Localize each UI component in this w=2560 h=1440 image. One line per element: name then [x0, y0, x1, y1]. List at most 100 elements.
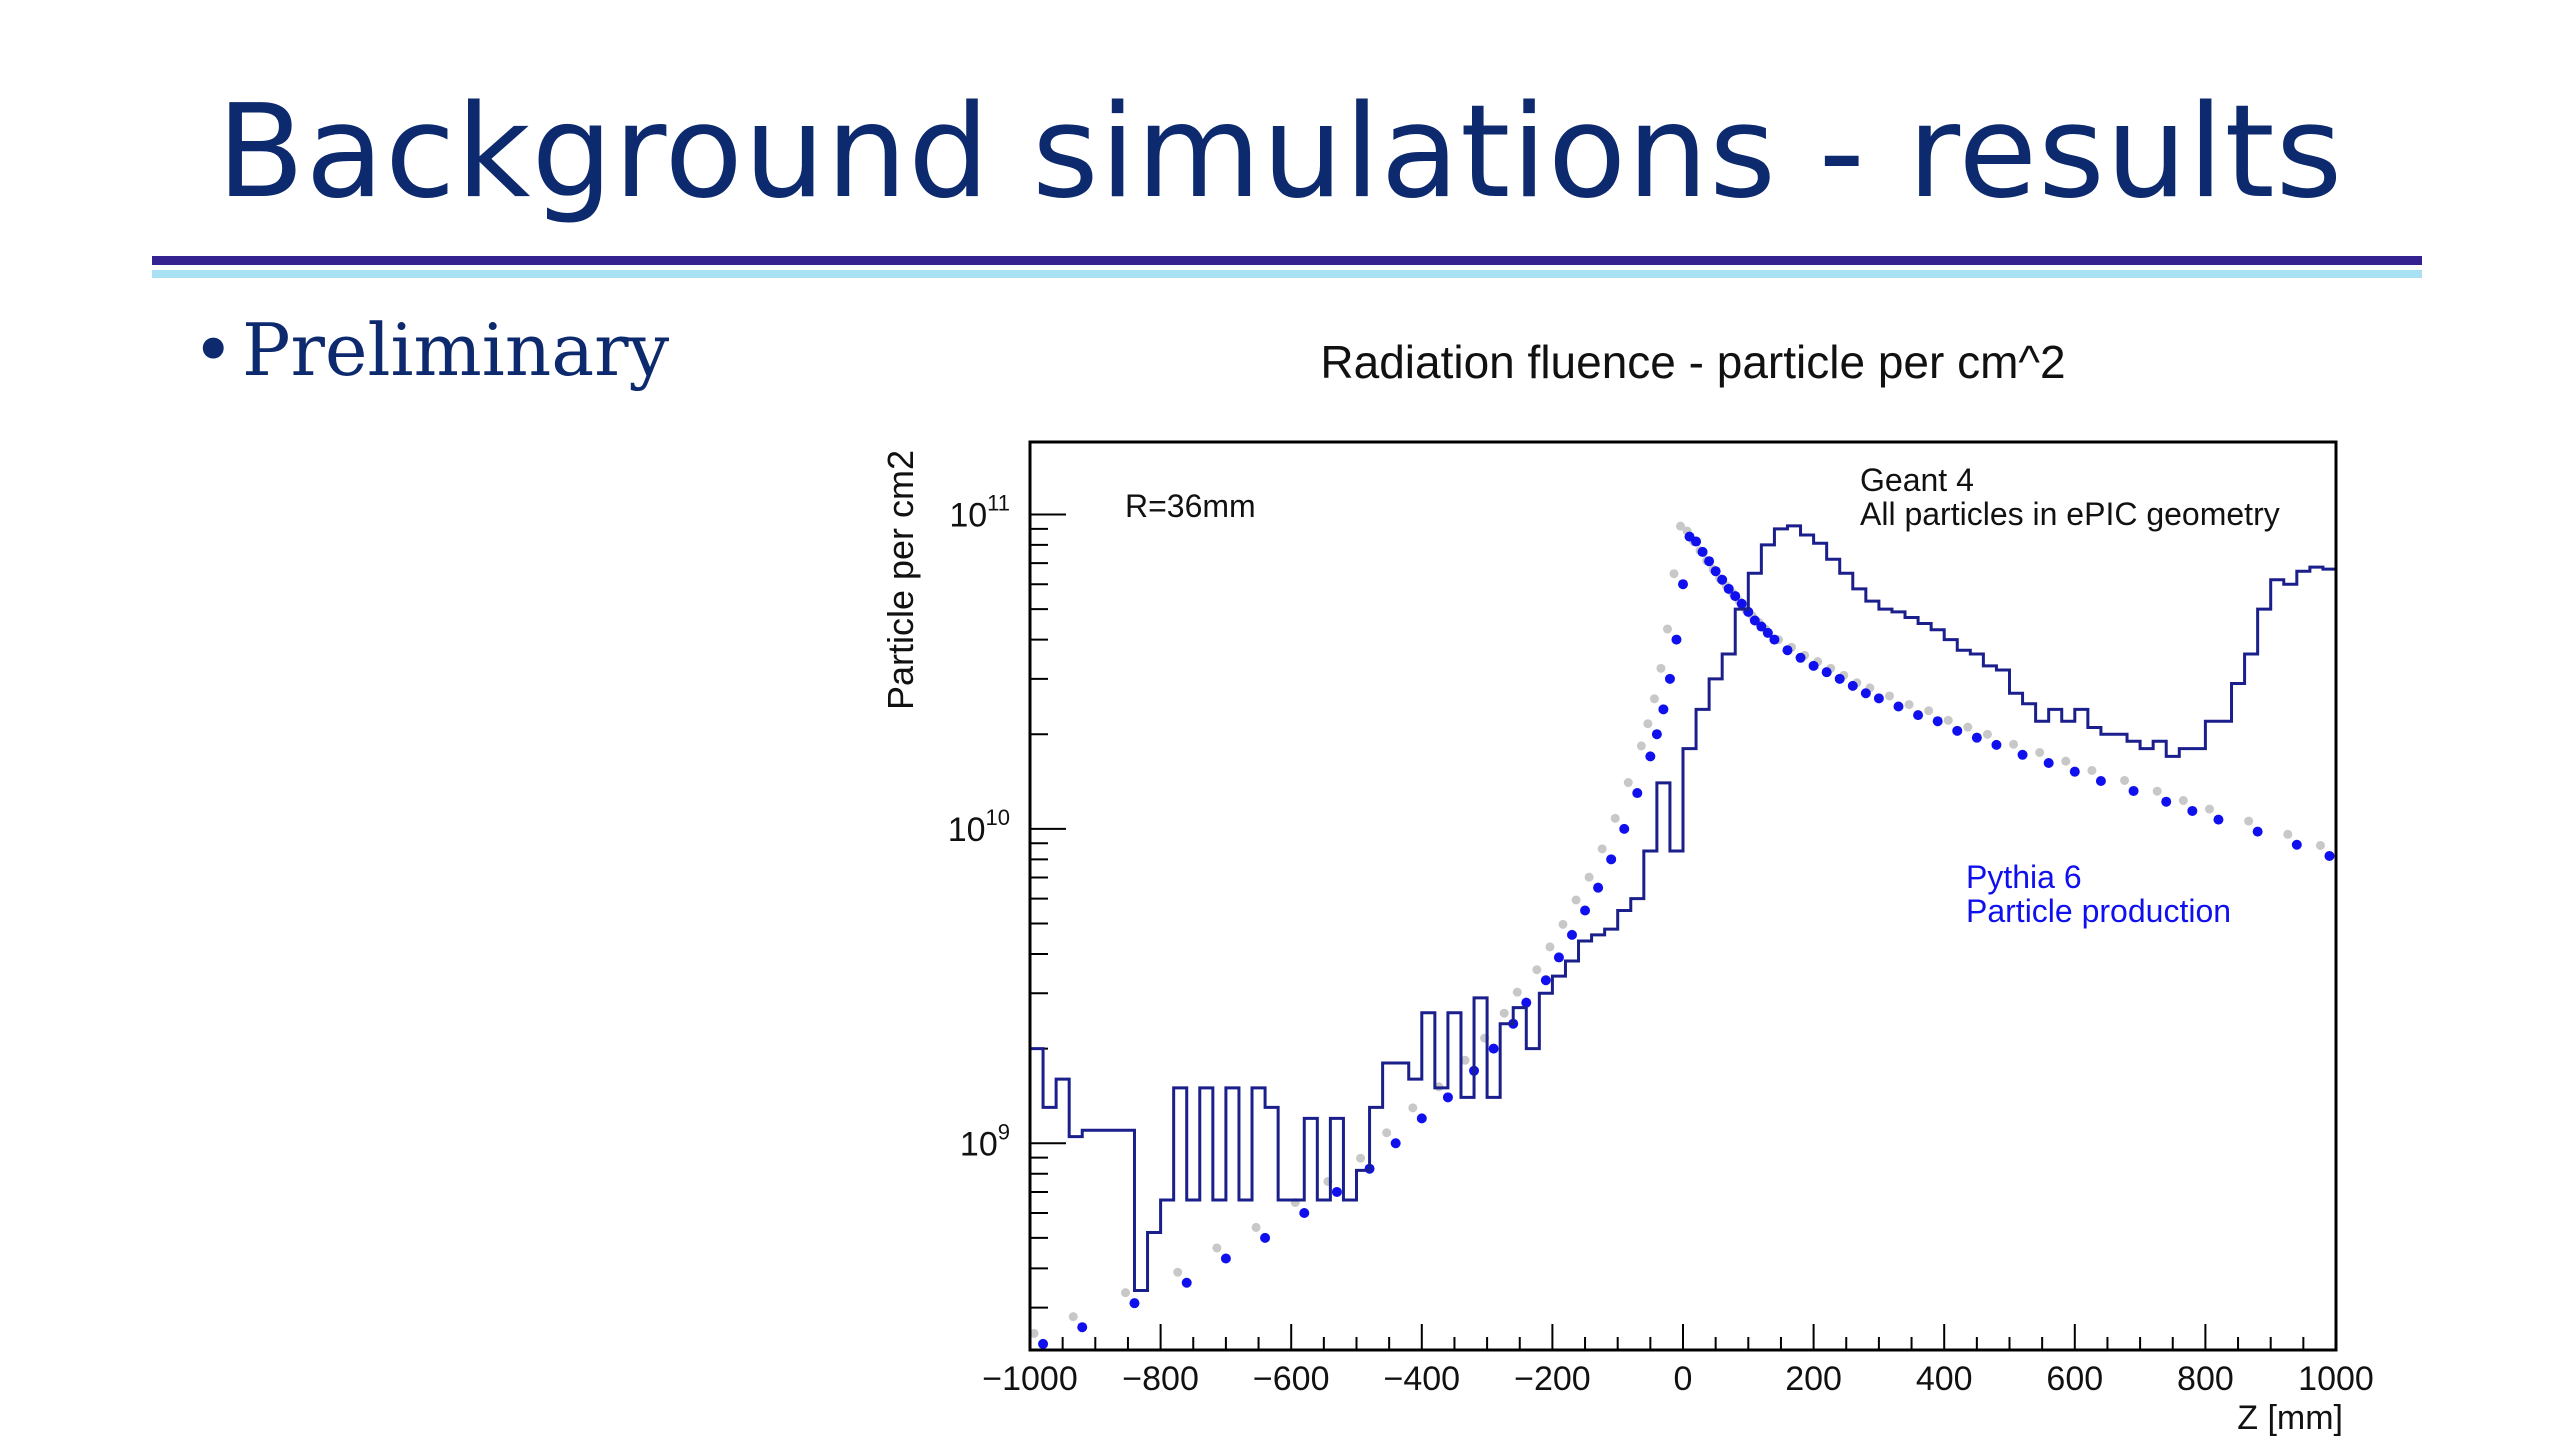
gray-point — [1649, 694, 1659, 704]
pythia-point — [1619, 823, 1630, 834]
gray-point — [1656, 663, 1666, 673]
geant-annotation-line1: Geant 4 — [1860, 462, 1974, 498]
pythia-point — [1593, 882, 1604, 893]
geant-histogram — [1030, 524, 2336, 1293]
gray-point — [1512, 987, 1522, 997]
pythia-point — [1651, 729, 1662, 740]
pythia-point — [1710, 566, 1721, 577]
gray-point — [1029, 1328, 1039, 1338]
pythia-point — [2128, 785, 2139, 796]
bullet-text: Preliminary — [242, 308, 670, 392]
pythia-point — [1580, 905, 1591, 916]
pythia-point — [1220, 1253, 1231, 1264]
pythia-point — [1782, 645, 1793, 656]
pythia-point — [1834, 673, 1845, 684]
gray-point — [1676, 521, 1686, 531]
gray-point — [1597, 844, 1607, 854]
x-tick-label: 600 — [2046, 1360, 2103, 1398]
pythia-point — [2252, 826, 2263, 837]
pythia-point — [1847, 680, 1858, 691]
gray-point — [1963, 722, 1973, 732]
pythia-point — [2187, 805, 2198, 816]
x-tick-label: 800 — [2177, 1360, 2234, 1398]
x-axis-label: Z [mm] — [2237, 1399, 2343, 1437]
gray-point — [2244, 816, 2254, 826]
title-divider-dark — [152, 256, 2422, 265]
pythia-point — [1952, 725, 1963, 736]
gray-point — [1623, 778, 1633, 788]
gray-point — [1558, 919, 1568, 929]
gray-point — [2061, 756, 2071, 766]
gray-point — [1212, 1243, 1222, 1253]
pythia-point — [2069, 766, 2080, 777]
pythia-point — [1730, 591, 1741, 602]
pythia-point — [1671, 634, 1682, 645]
pythia-point — [1540, 975, 1551, 986]
gray-point — [2009, 739, 2019, 749]
pythia-point — [1416, 1113, 1427, 1124]
gray-point — [1982, 729, 1992, 739]
bullet-marker: • — [192, 308, 235, 392]
pythia-point — [1038, 1338, 1049, 1349]
pythia-point — [1762, 627, 1773, 638]
pythia-point — [2324, 850, 2335, 861]
gray-point — [2152, 786, 2162, 796]
pythia-point — [1691, 536, 1702, 547]
x-tick-label: 200 — [1785, 1360, 1842, 1398]
pythia-annotation-line1: Pythia 6 — [1966, 859, 2082, 895]
gray-point — [1884, 691, 1894, 701]
gray-point — [1643, 719, 1653, 729]
gray-point — [2120, 775, 2130, 785]
x-tick-label: −800 — [1122, 1360, 1199, 1398]
x-tick-label: 400 — [1916, 1360, 1973, 1398]
x-tick-label: −1000 — [982, 1360, 1078, 1398]
x-tick-label: −600 — [1253, 1360, 1330, 1398]
pythia-point — [1664, 673, 1675, 684]
pythia-point — [2213, 814, 2224, 825]
pythia-point — [1553, 952, 1564, 963]
pythia-point — [1821, 667, 1832, 678]
gray-point — [1584, 872, 1594, 882]
plot-frame — [1028, 440, 2338, 1352]
pythia-point — [1129, 1298, 1140, 1309]
gray-point — [1571, 895, 1581, 905]
radius-annotation: R=36mm — [1125, 488, 1256, 524]
x-tick-label: −200 — [1514, 1360, 1591, 1398]
pythia-point — [1521, 997, 1532, 1008]
gray-point — [1636, 741, 1646, 751]
pythia-point — [1488, 1043, 1499, 1054]
y-tick-label: 1011 — [949, 490, 1010, 534]
x-tick-label: 1000 — [2298, 1360, 2374, 1398]
y-tick-label: 1010 — [948, 805, 1010, 849]
pythia-point — [1704, 556, 1715, 567]
pythia-point — [1390, 1138, 1401, 1149]
x-tick-label: −400 — [1384, 1360, 1461, 1398]
pythia-point — [2161, 796, 2172, 807]
pythia-point — [1808, 660, 1819, 671]
pythia-point — [1749, 615, 1760, 626]
pythia-point — [1606, 854, 1617, 865]
pythia-point — [1971, 732, 1982, 743]
gray-point — [1120, 1288, 1130, 1298]
bullet-item: • Preliminary — [192, 302, 669, 398]
gray-point — [1545, 942, 1555, 952]
pythia-point — [1795, 652, 1806, 663]
x-tick-label: 0 — [1674, 1360, 1693, 1398]
pythia-point — [1756, 621, 1767, 632]
pythia-point — [1736, 598, 1747, 609]
gray-point — [1904, 700, 1914, 710]
gray-point — [1662, 624, 1672, 634]
gray-point — [1408, 1103, 1418, 1113]
gray-point — [1924, 706, 1934, 716]
pythia-point — [1260, 1232, 1271, 1243]
y-tick-label: 109 — [960, 1119, 1010, 1163]
pythia-point — [1932, 716, 1943, 727]
pythia-point — [2291, 839, 2302, 850]
gray-point — [1943, 715, 1953, 725]
pythia-point — [2017, 749, 2028, 760]
gray-point — [1068, 1312, 1078, 1322]
pythia-point — [1717, 574, 1728, 585]
y-axis-label: Particle per cm2 — [880, 450, 921, 710]
gray-point — [2035, 747, 2045, 757]
